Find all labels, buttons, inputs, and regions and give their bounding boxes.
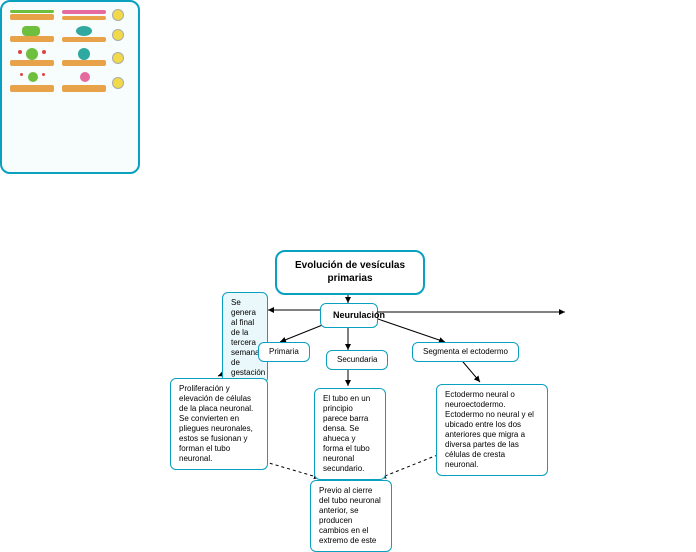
gestacion-text: Se genera al final de la tercera semana … xyxy=(231,298,265,377)
bottom-desc-node: Previo al cierre del tubo neuronal anter… xyxy=(310,480,392,552)
title-text: Evolución de vesículas primarias xyxy=(295,260,405,284)
primaria-text: Primaria xyxy=(269,347,299,356)
secundaria-node: Secundaria xyxy=(326,350,388,370)
neurulacion-node: Neurulación xyxy=(320,303,378,328)
primaria-node: Primaria xyxy=(258,342,310,362)
segmenta-desc-text: Ectodermo neural o neuroectodermo. Ectod… xyxy=(445,390,534,469)
neurulacion-text: Neurulación xyxy=(333,310,385,320)
segmenta-text: Segmenta el ectodermo xyxy=(423,347,508,356)
segmenta-node: Segmenta el ectodermo xyxy=(412,342,519,362)
title-node: Evolución de vesículas primarias xyxy=(275,250,425,295)
gestacion-node: Se genera al final de la tercera semana … xyxy=(222,292,268,384)
primaria-desc-text: Proliferación y elevación de células de … xyxy=(179,384,253,463)
segmenta-desc-node: Ectodermo neural o neuroectodermo. Ectod… xyxy=(436,384,548,476)
secundaria-desc-node: El tubo en un principio parece barra den… xyxy=(314,388,386,480)
secundaria-desc-text: El tubo en un principio parece barra den… xyxy=(323,394,370,473)
diagram-image-panel xyxy=(0,0,140,174)
primaria-desc-node: Proliferación y elevación de células de … xyxy=(170,378,268,470)
secundaria-text: Secundaria xyxy=(337,355,377,364)
bottom-desc-text: Previo al cierre del tubo neuronal anter… xyxy=(319,486,381,545)
